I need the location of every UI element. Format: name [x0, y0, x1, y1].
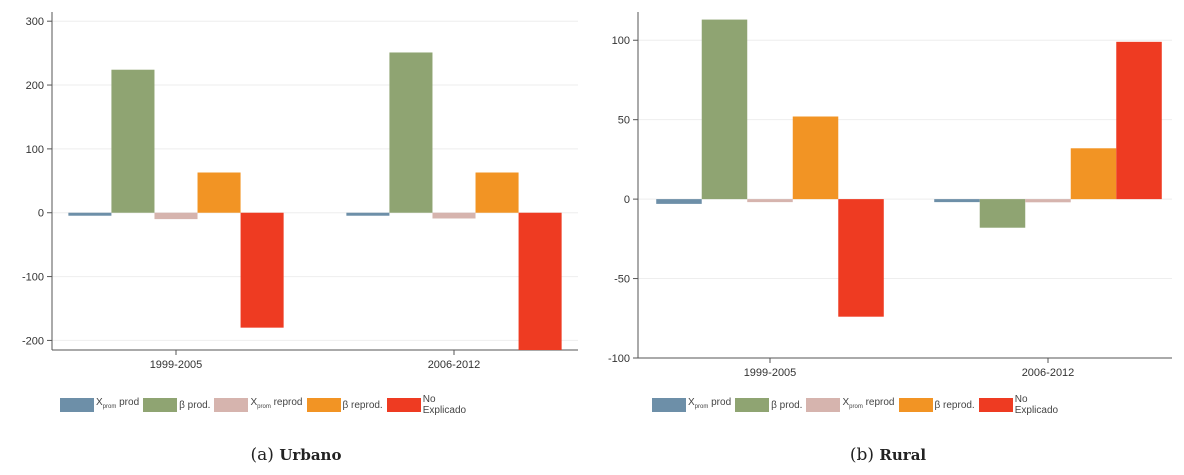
legend-swatch	[978, 398, 1013, 412]
bar-b_prod	[701, 19, 748, 200]
legend-swatch	[652, 398, 686, 412]
bar-no_explicado	[838, 199, 884, 317]
y-tick-label: -100	[608, 353, 630, 365]
legend-item-no_explicado: No Explicado	[978, 394, 1059, 416]
caption-tag: (b)	[849, 445, 875, 465]
bar-no_explicado	[240, 212, 284, 328]
y-tick-label: 0	[38, 208, 44, 220]
bar-b_reprod	[197, 172, 241, 213]
bar-no_explicado	[518, 212, 562, 350]
y-tick-label: 100	[26, 144, 44, 156]
legend-label: No Explicado	[1014, 394, 1059, 416]
legend-swatch	[306, 398, 341, 412]
chart-svg-rural: -100 -50 0 50 100 1999-2005 2006-2012	[608, 12, 1172, 379]
legend-label: No Explicado	[422, 394, 467, 416]
caption-urbano: (a) Urbano	[0, 445, 592, 465]
bar-no_explicado	[1116, 41, 1162, 200]
x-tick-label: 1999-2005	[744, 367, 797, 379]
y-tick-label: -200	[22, 335, 44, 347]
bar-b_reprod	[1070, 148, 1117, 200]
bar-x_reprod	[1025, 199, 1071, 203]
legend-item-b_prod: β prod.	[143, 398, 210, 412]
legend-label: Xprom reprod	[250, 397, 303, 410]
legend-label: Xprom prod	[688, 397, 732, 410]
legend-item-b_reprod: β reprod.	[306, 398, 383, 412]
legend-swatch	[735, 398, 770, 412]
bar-x_reprod	[154, 212, 198, 220]
legend-swatch	[214, 398, 249, 412]
bar-b_prod	[979, 199, 1026, 228]
y-tick-label: -100	[22, 272, 44, 284]
bar-b_reprod	[792, 116, 839, 200]
chart-svg-urbano: -200 -100 0 100 200 300 1999-2005 2006-2012	[22, 12, 578, 371]
chart-panel-rural: -100 -50 0 50 100 1999-2005 2006-2012 Xprom pr…	[592, 0, 1184, 475]
legend-item-x_reprod: Xprom reprod	[214, 397, 303, 413]
legend-swatch	[898, 398, 933, 412]
legend-label: β reprod.	[934, 399, 975, 411]
legend-label: β prod.	[179, 399, 211, 411]
bar-x_reprod	[747, 199, 793, 203]
legend-label: Xprom prod	[96, 397, 140, 410]
chart-panel-urbano: -200 -100 0 100 200 300 1999-2005 2006-2012 Xpr…	[0, 12, 592, 465]
legend-rural: Xprom prod β prod. Xprom reprod β reprod. No…	[652, 394, 1062, 416]
y-tick-label: 0	[624, 194, 630, 206]
x-tick-label: 1999-2005	[150, 359, 203, 371]
legend-item-x_prod: Xprom prod	[652, 397, 731, 413]
bar-x_reprod	[432, 212, 476, 219]
bar-b_reprod	[475, 172, 519, 213]
y-tick-label: 50	[618, 115, 630, 127]
x-tick-label: 2006-2012	[428, 359, 481, 371]
legend-item-x_prod: Xprom prod	[60, 397, 139, 413]
legend-urbano: Xprom prod β prod. Xprom reprod β reprod. No…	[60, 394, 470, 416]
bar-b_prod	[389, 52, 433, 213]
bar-b_prod	[111, 69, 155, 213]
caption-tag: (a)	[250, 445, 274, 465]
legend-swatch	[143, 398, 178, 412]
bar-x_prod	[68, 212, 112, 216]
legend-label: β reprod.	[342, 399, 383, 411]
y-tick-label: 100	[612, 35, 630, 47]
y-tick-label: 300	[26, 16, 44, 28]
legend-item-b_reprod: β reprod.	[898, 398, 975, 412]
legend-item-b_prod: β prod.	[735, 398, 802, 412]
legend-swatch	[60, 398, 94, 412]
x-tick-label: 2006-2012	[1022, 367, 1075, 379]
bar-x_prod	[934, 199, 980, 203]
y-tick-label: -50	[614, 274, 630, 286]
caption-name: Rural	[879, 446, 927, 464]
legend-item-no_explicado: No Explicado	[386, 394, 467, 416]
caption-rural: (b) Rural	[592, 445, 1184, 465]
caption-name: Urbano	[279, 446, 342, 464]
legend-item-x_reprod: Xprom reprod	[806, 397, 895, 413]
legend-swatch	[386, 398, 421, 412]
bar-x_prod	[656, 199, 702, 204]
legend-label: Xprom reprod	[842, 397, 895, 410]
legend-label: β prod.	[771, 399, 803, 411]
legend-swatch	[806, 398, 841, 412]
bar-x_prod	[346, 212, 390, 216]
y-tick-label: 200	[26, 80, 44, 92]
